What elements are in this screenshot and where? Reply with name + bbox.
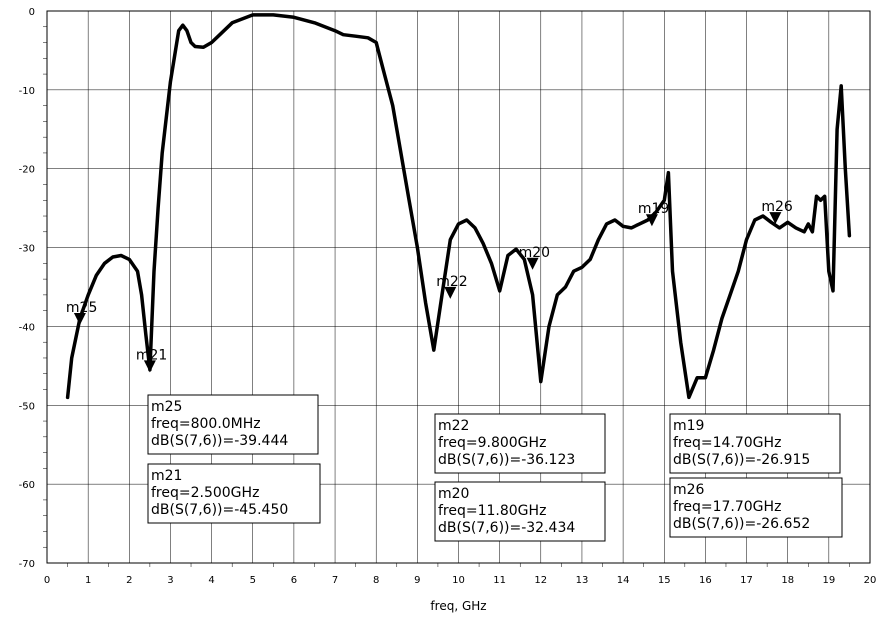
x-tick-label: 13 bbox=[576, 575, 589, 586]
x-tick-label: 19 bbox=[822, 575, 835, 586]
y-axis: 0 -10 -20 -30 -40 -50 -60 -70 bbox=[19, 7, 47, 570]
x-tick-label: 20 bbox=[864, 575, 877, 586]
x-axis-label: freq, GHz bbox=[430, 599, 486, 613]
y-tick-label: -50 bbox=[19, 401, 35, 412]
readout-line: m26 bbox=[673, 482, 705, 498]
y-tick-label: -20 bbox=[19, 165, 35, 176]
y-tick-label: -40 bbox=[19, 322, 35, 333]
x-tick-label: 12 bbox=[534, 575, 547, 586]
series-line bbox=[65, 13, 852, 400]
readout-line: m20 bbox=[438, 486, 469, 502]
series-layer bbox=[65, 13, 852, 400]
y-tick-label: 0 bbox=[29, 7, 35, 18]
readout-line: dB(S(7,6))=-32.434 bbox=[438, 520, 575, 536]
y-tick-label: -60 bbox=[19, 480, 35, 491]
readout-line: freq=11.80GHz bbox=[438, 503, 546, 519]
readout-line: freq=14.70GHz bbox=[673, 435, 781, 451]
readout-line: freq=9.800GHz bbox=[438, 435, 546, 451]
marker-triangle[interactable] bbox=[444, 286, 457, 299]
x-tick-label: 1 bbox=[85, 575, 91, 586]
markers-layer: m25 m21 m22 m20 m19 m26 bbox=[66, 199, 793, 373]
marker-triangle[interactable] bbox=[769, 212, 782, 225]
readout-line: m22 bbox=[438, 418, 469, 434]
x-tick-label: 8 bbox=[373, 575, 379, 586]
x-tick-label: 2 bbox=[126, 575, 132, 586]
x-tick-label: 17 bbox=[740, 575, 753, 586]
x-tick-label: 6 bbox=[291, 575, 297, 586]
y-tick-label: -70 bbox=[19, 559, 35, 570]
x-tick-label: 18 bbox=[781, 575, 794, 586]
marker-triangle[interactable] bbox=[73, 313, 86, 326]
x-tick-label: 9 bbox=[414, 575, 420, 586]
x-tick-label: 10 bbox=[452, 575, 465, 586]
readout-line: dB(S(7,6))=-39.444 bbox=[151, 433, 288, 449]
x-tick-label: 5 bbox=[250, 575, 256, 586]
x-tick-label: 15 bbox=[658, 575, 671, 586]
marker-triangle[interactable] bbox=[645, 214, 658, 227]
readout-line: freq=17.70GHz bbox=[673, 499, 781, 515]
x-tick-label: 3 bbox=[167, 575, 173, 586]
y-tick-label: -10 bbox=[19, 86, 35, 97]
x-tick-label: 14 bbox=[617, 575, 630, 586]
readout-line: m21 bbox=[151, 468, 182, 484]
x-tick-label: 0 bbox=[44, 575, 50, 586]
marker-readouts: m25freq=800.0MHzdB(S(7,6))=-39.444m21fre… bbox=[147, 394, 843, 542]
x-axis: 0 1 2 3 4 5 6 7 8 9 10 11 12 13 14 15 16 17 18 19 20 bbox=[44, 563, 877, 586]
marker-label: m25 bbox=[66, 300, 97, 316]
marker-triangle[interactable] bbox=[143, 360, 156, 373]
x-tick-label: 4 bbox=[208, 575, 214, 586]
readout-line: dB(S(7,6))=-45.450 bbox=[151, 502, 288, 518]
readout-line: dB(S(7,6))=-36.123 bbox=[438, 452, 575, 468]
marker-label: m22 bbox=[436, 274, 467, 290]
readout-line: m25 bbox=[151, 399, 182, 415]
marker-label: m26 bbox=[761, 199, 793, 215]
readout-line: dB(S(7,6))=-26.915 bbox=[673, 452, 810, 468]
readout-line: dB(S(7,6))=-26.652 bbox=[673, 516, 810, 532]
x-tick-label: 16 bbox=[699, 575, 712, 586]
readout-line: freq=2.500GHz bbox=[151, 485, 259, 501]
y-tick-label: -30 bbox=[19, 244, 35, 255]
marker-label: m19 bbox=[638, 201, 669, 217]
readout-line: freq=800.0MHz bbox=[151, 416, 261, 432]
marker-triangle[interactable] bbox=[526, 257, 539, 270]
plot-frame bbox=[46, 10, 871, 564]
marker-label: m20 bbox=[519, 245, 550, 261]
marker-label: m21 bbox=[136, 347, 167, 363]
x-tick-label: 7 bbox=[332, 575, 338, 586]
x-tick-label: 11 bbox=[493, 575, 506, 586]
readout-line: m19 bbox=[673, 418, 704, 434]
